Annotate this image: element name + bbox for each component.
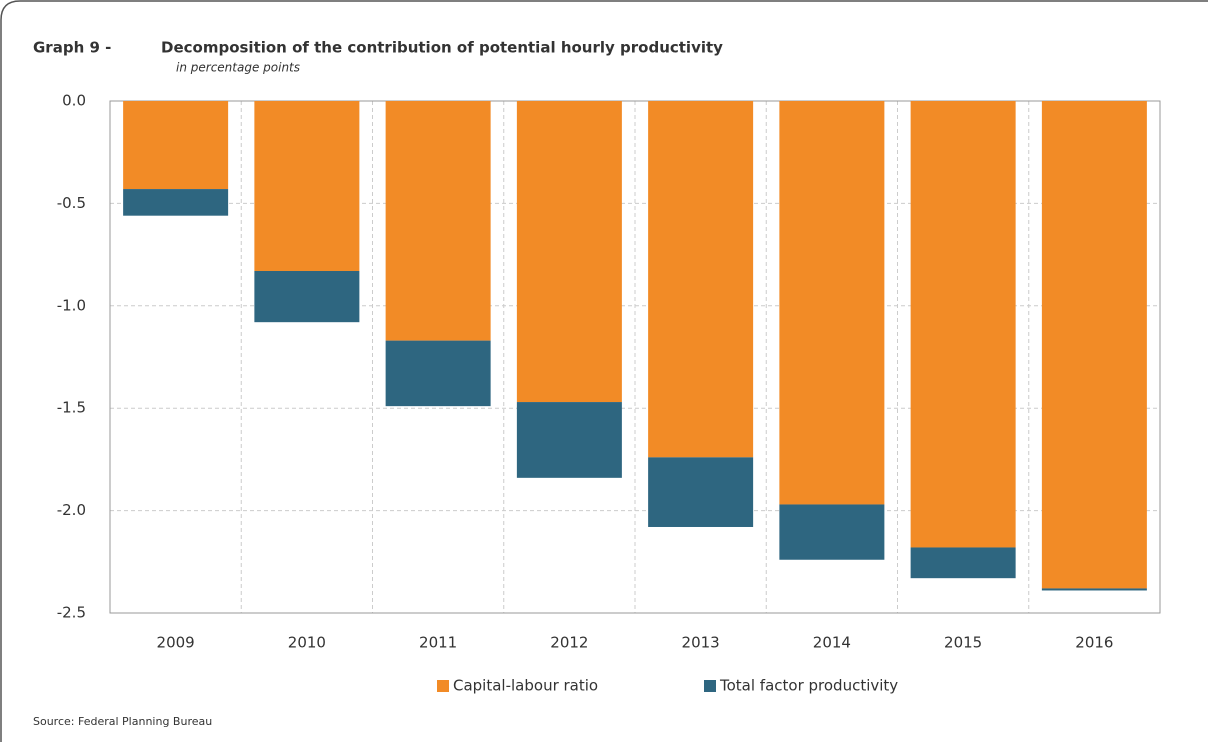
bar-segment — [385, 101, 491, 341]
x-tick-label: 2009 — [157, 634, 195, 652]
bar-segment — [516, 402, 622, 478]
x-tick-label: 2015 — [944, 634, 982, 652]
y-tick-label: -2.5 — [57, 604, 86, 622]
bar-segment — [516, 101, 622, 403]
y-tick-label: -1.5 — [57, 399, 86, 417]
bar-segment — [254, 101, 360, 271]
legend-swatch — [437, 680, 449, 692]
y-tick-label: 0.0 — [62, 92, 86, 110]
legend-label: Capital-labour ratio — [453, 677, 598, 695]
x-tick-label: 2011 — [419, 634, 457, 652]
legend-label: Total factor productivity — [719, 677, 898, 695]
plot-border — [109, 100, 1161, 614]
y-tick-label: -2.0 — [57, 501, 86, 519]
x-tick-label: 2016 — [1075, 634, 1113, 652]
bar-segment — [1041, 101, 1147, 589]
bar-segment — [123, 189, 229, 216]
bar-segment — [910, 547, 1016, 579]
y-tick-label: -0.5 — [57, 194, 86, 212]
graph-label: Graph 9 - — [33, 39, 111, 57]
bar-segment — [779, 101, 885, 505]
x-tick-label: 2010 — [288, 634, 326, 652]
bar-segment — [648, 457, 754, 527]
x-tick-label: 2012 — [550, 634, 588, 652]
bar-segment — [779, 504, 885, 560]
bar-segment — [254, 270, 360, 323]
bar-segment — [123, 101, 229, 190]
chart-title: Decomposition of the contribution of pot… — [161, 39, 723, 57]
bar-segment — [1041, 588, 1147, 591]
chart-subtitle: in percentage points — [176, 61, 300, 75]
bar-segment — [910, 101, 1016, 548]
y-tick-label: -1.0 — [57, 296, 86, 314]
bar-segment — [385, 340, 491, 407]
x-tick-label: 2014 — [813, 634, 851, 652]
bar-segment — [648, 101, 754, 458]
source: Source: Federal Planning Bureau — [33, 715, 212, 728]
legend-swatch — [704, 680, 716, 692]
x-tick-label: 2013 — [682, 634, 720, 652]
